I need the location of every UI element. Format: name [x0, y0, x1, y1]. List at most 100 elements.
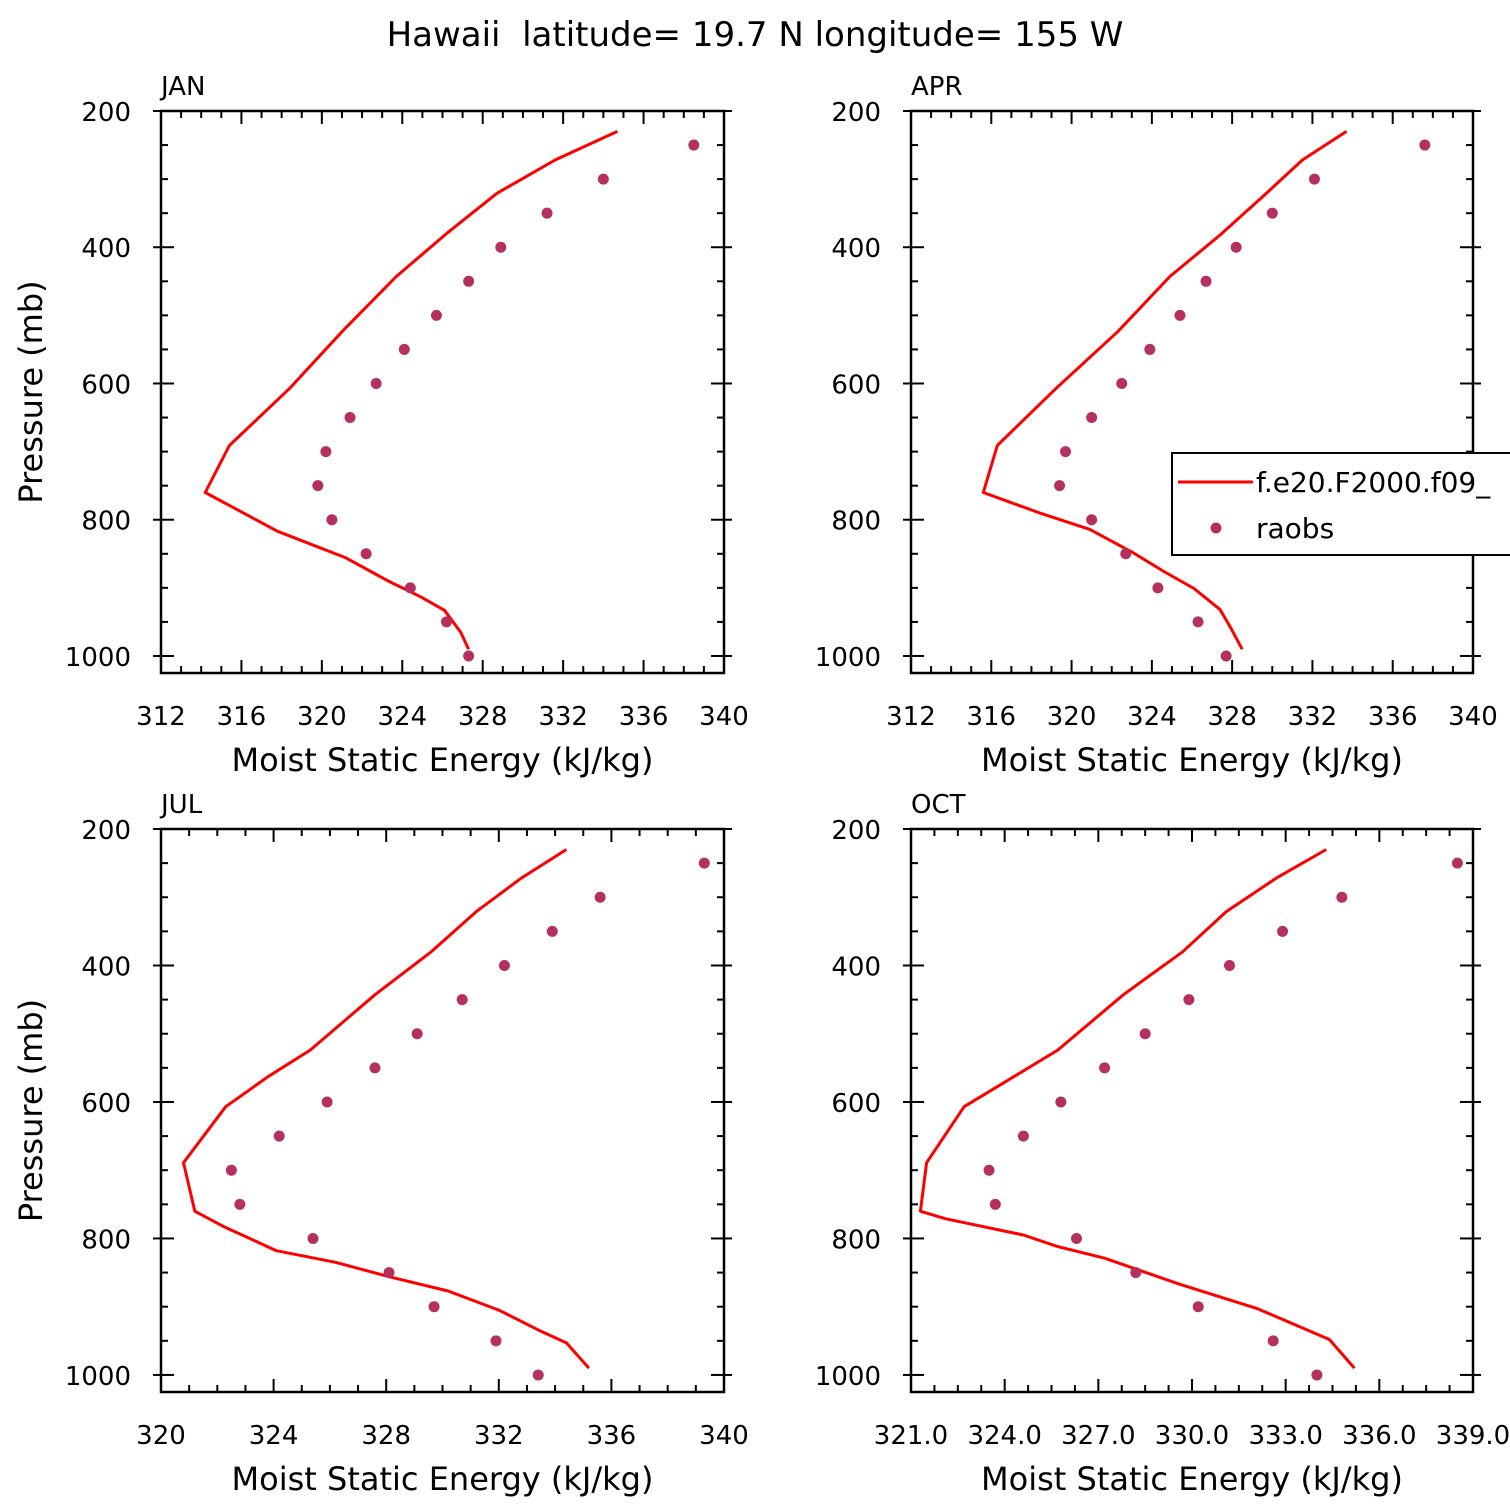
legend-marker-label: raobs [1256, 512, 1334, 545]
raobs-point [234, 1198, 246, 1210]
x-tick-label: 320 [136, 1421, 186, 1451]
y-tick-label: 400 [831, 234, 881, 264]
model-profile-line [918, 848, 1356, 1370]
x-tick-label: 332 [474, 1421, 524, 1451]
raobs-point [490, 1335, 502, 1347]
raobs-point [307, 1232, 319, 1244]
raobs-point [597, 173, 609, 185]
y-tick-label: 400 [831, 952, 881, 982]
plot-area [918, 848, 1463, 1381]
y-tick-label: 600 [81, 1089, 131, 1119]
raobs-point [1267, 1335, 1279, 1347]
y-tick-label: 200 [831, 816, 881, 846]
raobs-point [1200, 275, 1212, 287]
x-tick-label: 330.0 [1155, 1421, 1229, 1451]
legend-marker-swatch [1210, 522, 1222, 534]
raobs-point [1266, 207, 1278, 219]
x-tick-label: 320 [297, 702, 347, 732]
panel-label: OCT [911, 790, 966, 820]
raobs-point [398, 343, 410, 355]
x-tick-label: 336.0 [1342, 1421, 1416, 1451]
raobs-point [404, 582, 416, 594]
x-tick-label: 340 [699, 702, 749, 732]
raobs-point [1139, 1028, 1151, 1040]
y-tick-label: 1000 [65, 1362, 131, 1392]
x-tick-label: 324 [249, 1421, 299, 1451]
panel-apr: 312 316 320 324 328 332 336 340 200 400 600 800 1000… [815, 72, 1510, 779]
raobs-point [1419, 139, 1431, 151]
x-tick-label: 327.0 [1061, 1421, 1135, 1451]
x-tick-label: 332 [538, 702, 588, 732]
raobs-point [1116, 377, 1128, 389]
x-tick-label: 336 [587, 1421, 637, 1451]
plot-area [981, 130, 1431, 662]
raobs-point [463, 275, 475, 287]
x-tick-label: 312 [886, 702, 936, 732]
x-axis-label: Moist Static Energy (kJ/kg) [981, 1460, 1403, 1498]
raobs-point [532, 1369, 544, 1381]
model-profile-line [981, 130, 1348, 650]
y-tick-label: 1000 [815, 1362, 881, 1392]
raobs-point [428, 1301, 440, 1313]
raobs-point [498, 959, 510, 971]
raobs-point [383, 1267, 395, 1279]
raobs-point [344, 412, 356, 424]
panel-jan: 312 316 320 324 328 332 336 340 200 400 600 800 1000… [12, 72, 749, 779]
raobs-point [698, 857, 710, 869]
panel-jul: 320 324 328 332 336 340 200 400 600 800 1000 JUL Moi… [12, 790, 749, 1498]
raobs-point [1086, 514, 1098, 526]
y-tick-label: 800 [81, 1225, 131, 1255]
y-tick-label: 400 [81, 952, 131, 982]
model-profile-line [203, 130, 619, 650]
raobs-point [320, 446, 332, 458]
y-tick-label: 1000 [65, 643, 131, 673]
panels: 312 316 320 324 328 332 336 340 200 400 600 800 1000… [12, 72, 1510, 1498]
x-tick-label: 328 [361, 1421, 411, 1451]
raobs-point [989, 1198, 1001, 1210]
x-tick-label: 332 [1288, 702, 1338, 732]
raobs-point [1060, 446, 1072, 458]
model-profile-line [182, 848, 591, 1370]
raobs-point [1230, 241, 1242, 253]
legend-line-label: f.e20.F2000.f09_ [1256, 466, 1491, 499]
raobs-point [1220, 650, 1232, 662]
panel-oct: 321.0 324.0 327.0 330.0 333.0 336.0 339.0 200 40… [815, 790, 1510, 1498]
y-tick-label: 400 [81, 234, 131, 264]
x-tick-label: 320 [1047, 702, 1097, 732]
y-tick-label: 200 [81, 816, 131, 846]
y-tick-label: 800 [831, 1225, 881, 1255]
x-tick-label: 328 [458, 702, 508, 732]
raobs-point [312, 480, 324, 492]
x-tick-label: 324 [377, 702, 427, 732]
legend-box [1171, 452, 1510, 556]
raobs-point [1099, 1062, 1111, 1074]
raobs-point [321, 1096, 333, 1108]
x-tick-label: 340 [699, 1421, 749, 1451]
raobs-point [1174, 309, 1186, 321]
x-tick-label: 328 [1207, 702, 1257, 732]
y-axis-label: Pressure (mb) [12, 280, 50, 503]
x-axis-label: Moist Static Energy (kJ/kg) [232, 741, 654, 779]
raobs-point [1055, 1096, 1067, 1108]
x-tick-label: 340 [1448, 702, 1498, 732]
legend: f.e20.F2000.f09_raobs [1171, 452, 1510, 556]
raobs-point [1277, 925, 1289, 937]
x-tick-label: 316 [966, 702, 1016, 732]
figure-title: Hawaii latitude= 19.7 N longitude= 155 W [387, 15, 1124, 55]
x-axis-label: Moist Static Energy (kJ/kg) [232, 1460, 654, 1498]
raobs-point [225, 1164, 237, 1176]
raobs-point [1120, 548, 1132, 560]
raobs-point [594, 891, 606, 903]
raobs-point [1070, 1232, 1082, 1244]
y-axis-label: Pressure (mb) [12, 999, 50, 1222]
x-tick-label: 316 [217, 702, 267, 732]
panel-label: JUL [159, 790, 203, 820]
raobs-point [1308, 173, 1320, 185]
x-tick-label: 336 [619, 702, 669, 732]
raobs-point [370, 377, 382, 389]
raobs-point [369, 1062, 381, 1074]
raobs-point [1130, 1267, 1142, 1279]
panel-label: APR [911, 72, 963, 102]
